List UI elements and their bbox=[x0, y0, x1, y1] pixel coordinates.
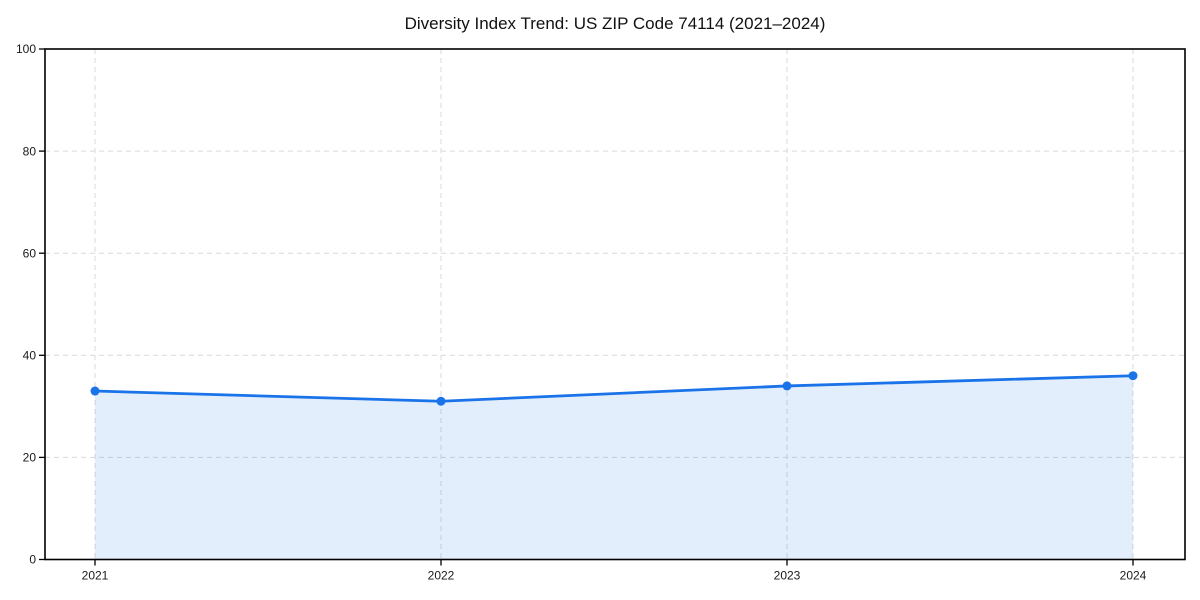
data-point-marker bbox=[1128, 371, 1138, 381]
y-tick-label: 100 bbox=[16, 42, 36, 56]
plot-border bbox=[44, 48, 1186, 561]
x-tick-label: 2022 bbox=[428, 569, 455, 583]
chart-title: Diversity Index Trend: US ZIP Code 74114… bbox=[405, 14, 826, 33]
data-point-marker bbox=[782, 381, 792, 391]
x-tick-label: 2023 bbox=[774, 569, 801, 583]
x-tick-label: 2021 bbox=[82, 569, 109, 583]
axis-ticks-layer bbox=[39, 48, 1134, 566]
line-series-layer bbox=[93, 374, 1135, 403]
y-tick-label: 20 bbox=[23, 451, 37, 465]
x-tick-label: 2024 bbox=[1120, 569, 1147, 583]
axis-tick-labels-layer: 0 20 40 60 80 100 2021 2022 2023 2024 bbox=[16, 42, 1147, 582]
y-tick-label: 60 bbox=[23, 246, 37, 260]
axes-spines-layer bbox=[44, 48, 1186, 561]
y-tick-label: 80 bbox=[23, 144, 37, 158]
y-tick-label: 40 bbox=[23, 349, 37, 363]
area-fill bbox=[95, 375, 1133, 560]
data-point-markers-layer bbox=[90, 371, 1138, 406]
data-point-marker bbox=[436, 396, 446, 406]
trend-line bbox=[93, 374, 1135, 403]
y-tick-label: 0 bbox=[29, 553, 36, 567]
data-point-marker bbox=[90, 386, 100, 396]
area-fill-layer bbox=[95, 375, 1133, 560]
